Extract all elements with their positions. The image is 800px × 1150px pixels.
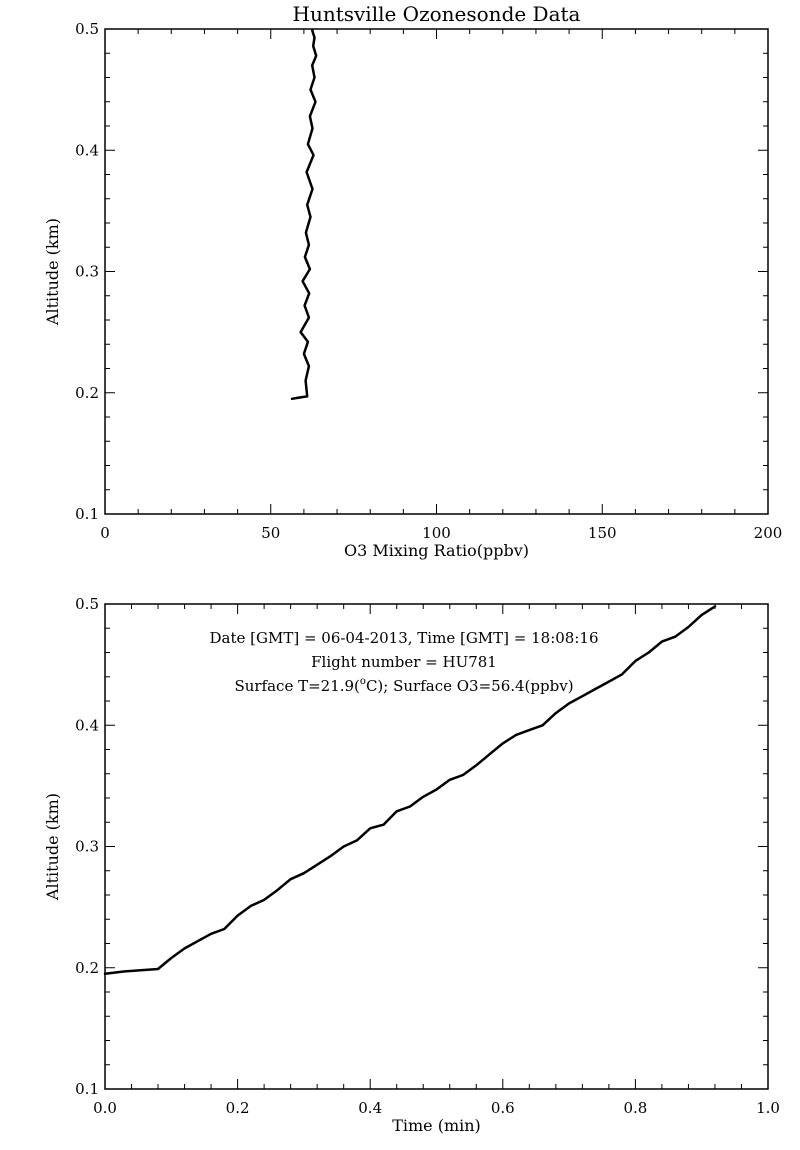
annotation-flight-number: Flight number = HU781: [311, 653, 497, 671]
annotation-date-time: Date [GMT] = 06-04-2013, Time [GMT] = 18…: [209, 629, 598, 647]
x-axis-label: Time (min): [392, 1116, 481, 1135]
y-tick-label: 0.3: [75, 838, 99, 856]
x-tick-label: 0.2: [226, 1099, 250, 1117]
x-tick-label: 150: [588, 524, 617, 542]
series-line: [290, 28, 318, 401]
y-axis-label: Altitude (km): [43, 218, 62, 326]
annotation-surface-o3: C); Surface O3=56.4(ppbv): [366, 677, 574, 695]
plot-frame: [104, 28, 769, 515]
x-tick-label: 0.8: [623, 1099, 647, 1117]
y-tick-label: 0.1: [75, 505, 99, 523]
y-axis-label: Altitude (km): [43, 793, 62, 901]
x-tick-label: 100: [422, 524, 451, 542]
x-axis-label: O3 Mixing Ratio(ppbv): [344, 541, 529, 560]
y-tick-label: 0.5: [75, 595, 99, 613]
x-tick-label: 200: [754, 524, 783, 542]
chart-panel-1: 0 50 100 150 200 0.1 0.2 0.3 0.4 0.5 O3 Mixing Rat…: [43, 2, 782, 560]
series-line: [103, 605, 717, 976]
y-tick-label: 0.4: [75, 141, 99, 159]
y-tick-label: 0.5: [75, 20, 99, 38]
annotation-surface-values: Surface T=21.9(oC); Surface O3=56.4(ppbv…: [234, 676, 573, 695]
x-tick-label: 0: [100, 524, 110, 542]
x-tick-label: 50: [261, 524, 280, 542]
y-tick-label: 0.3: [75, 263, 99, 281]
annotation-surface-t: Surface T=21.9(: [234, 677, 359, 695]
y-tick-label: 0.2: [75, 384, 99, 402]
x-tick-label: 1.0: [756, 1099, 780, 1117]
x-tick-label: 0.0: [93, 1099, 117, 1117]
annotation-degree-sign: o: [360, 676, 366, 687]
x-tick-label: 0.4: [358, 1099, 382, 1117]
chart-panel-2: 0.0 0.2 0.4 0.6 0.8 1.0 0.1 0.2 0.3 0.4 0.5 Time (m…: [43, 595, 780, 1135]
y-tick-label: 0.2: [75, 959, 99, 977]
x-tick-label: 0.6: [491, 1099, 515, 1117]
y-tick-label: 0.1: [75, 1080, 99, 1098]
y-tick-label: 0.4: [75, 716, 99, 734]
chart-title: Huntsville Ozonesonde Data: [293, 2, 581, 26]
